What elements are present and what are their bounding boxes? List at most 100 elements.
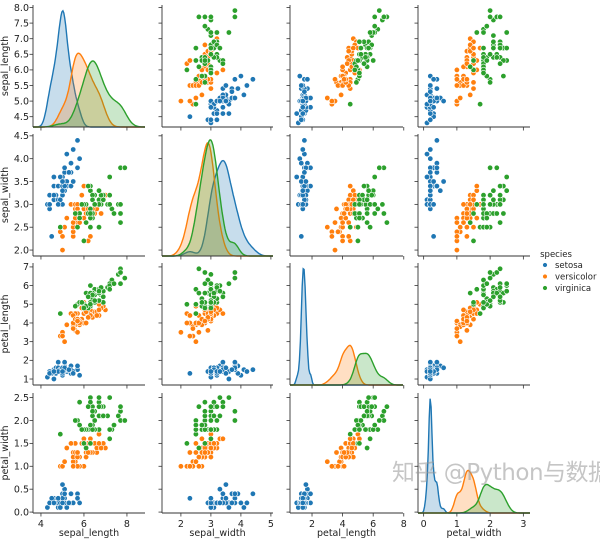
point-versicolor <box>96 306 103 313</box>
point-virginica <box>490 293 497 300</box>
point-virginica <box>78 299 85 306</box>
point-setosa <box>298 82 305 89</box>
point-virginica <box>487 201 494 208</box>
point-setosa <box>228 366 235 373</box>
point-versicolor <box>186 312 193 319</box>
point-versicolor <box>473 215 480 222</box>
panel-petal_length-vs-sepal_width <box>158 263 273 389</box>
kde-fill-virginica <box>162 139 273 256</box>
point-virginica <box>376 7 383 14</box>
panel-sepal_width-vs-sepal_length: 2.0 2.5 3.0 3.5 4.0 4.5 <box>14 131 145 260</box>
point-setosa <box>433 137 440 144</box>
kde-line-setosa <box>162 159 273 257</box>
point-versicolor <box>198 435 205 442</box>
point-versicolor <box>78 192 85 199</box>
point-virginica <box>87 440 94 447</box>
point-virginica <box>216 288 223 295</box>
y-tick-label: 3 <box>23 337 29 348</box>
point-setosa <box>76 372 83 379</box>
point-virginica <box>87 224 94 231</box>
point-setosa <box>293 110 300 117</box>
point-virginica <box>106 192 113 199</box>
point-versicolor <box>192 440 199 447</box>
point-virginica <box>96 394 103 401</box>
point-virginica <box>356 70 363 77</box>
point-virginica <box>87 282 94 289</box>
point-virginica <box>371 210 378 217</box>
point-setosa <box>207 495 214 502</box>
point-setosa <box>216 499 223 506</box>
point-virginica <box>364 408 371 415</box>
point-virginica <box>480 45 487 52</box>
point-versicolor <box>473 183 480 190</box>
point-setosa <box>423 174 430 181</box>
point-virginica <box>467 290 474 297</box>
panel-petal_width-vs-sepal_length: 4 6 8 0.0 0.5 1.0 1.5 2.0 2.5 <box>14 393 145 530</box>
point-setosa <box>298 160 305 167</box>
point-versicolor <box>63 444 70 451</box>
legend-marker-setosa <box>542 262 548 268</box>
point-virginica <box>207 417 214 424</box>
point-virginica <box>493 269 500 276</box>
point-virginica <box>490 196 497 203</box>
kde-fill-virginica <box>418 484 530 513</box>
point-virginica <box>470 57 477 64</box>
point-setosa <box>240 91 247 98</box>
point-setosa <box>70 178 77 185</box>
point-virginica <box>83 219 90 226</box>
point-virginica <box>497 293 504 300</box>
point-virginica <box>195 13 202 20</box>
panel-petal_width-vs-sepal_width: 2 3 4 5 <box>158 393 274 530</box>
y-tick-label: 1.5 <box>14 439 29 450</box>
y-tick-label: 4 <box>23 318 29 329</box>
point-virginica <box>207 435 214 442</box>
point-versicolor <box>467 308 474 315</box>
point-virginica <box>198 422 205 429</box>
point-versicolor <box>186 463 193 470</box>
point-setosa <box>298 233 305 240</box>
point-virginica <box>357 417 364 424</box>
x-tick-label: 5 <box>268 519 274 530</box>
point-setosa <box>299 187 306 194</box>
point-versicolor <box>74 329 81 336</box>
point-virginica <box>195 444 202 451</box>
point-virginica <box>106 435 113 442</box>
point-virginica <box>500 73 507 80</box>
x-tick-label: 1 <box>454 519 460 530</box>
point-setosa <box>222 82 229 89</box>
point-virginica <box>473 286 480 293</box>
point-virginica <box>347 224 354 231</box>
point-virginica <box>483 23 490 30</box>
point-virginica <box>85 403 92 410</box>
point-setosa <box>231 76 238 83</box>
point-virginica <box>490 45 497 52</box>
point-virginica <box>380 13 387 20</box>
point-versicolor <box>457 95 464 102</box>
point-virginica <box>210 290 217 297</box>
point-virginica <box>351 66 358 73</box>
panel-sepal_length-vs-sepal_length: 4.5 5.0 5.5 6.0 6.5 7.0 7.5 8.0 <box>14 3 145 131</box>
point-virginica <box>117 219 124 226</box>
point-versicolor <box>328 233 335 240</box>
point-virginica <box>503 174 510 181</box>
point-setosa <box>301 137 308 144</box>
point-setosa <box>219 104 226 111</box>
point-setosa <box>249 76 256 83</box>
point-setosa <box>207 116 214 123</box>
point-setosa <box>427 82 434 89</box>
point-virginica <box>201 57 208 64</box>
point-virginica <box>85 293 92 300</box>
y-tick-label: 4.0 <box>14 154 29 165</box>
point-setosa <box>50 192 57 199</box>
point-versicolor <box>74 449 81 456</box>
point-virginica <box>364 444 371 451</box>
point-versicolor <box>59 333 66 340</box>
point-virginica <box>356 201 363 208</box>
point-setosa <box>46 201 53 208</box>
point-virginica <box>470 299 477 306</box>
point-setosa <box>59 187 66 194</box>
point-versicolor <box>453 233 460 240</box>
point-versicolor <box>463 318 470 325</box>
point-virginica <box>207 271 214 278</box>
